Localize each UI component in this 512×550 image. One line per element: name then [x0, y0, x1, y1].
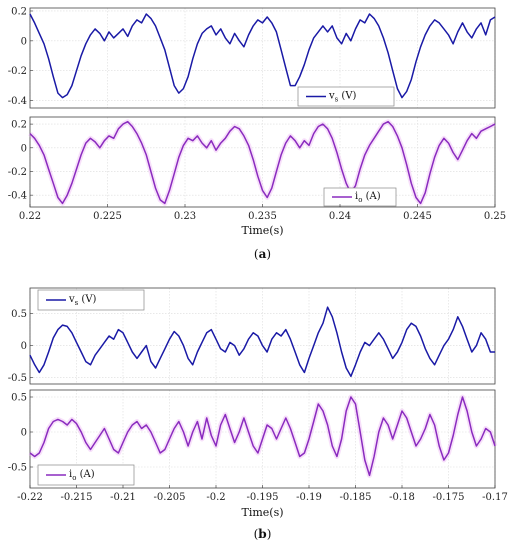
legend: vs (V): [297, 86, 395, 107]
legend: io (A): [37, 464, 135, 486]
legend-main: v: [68, 294, 75, 305]
legend-main: i: [355, 191, 358, 202]
x-tick-label: -0.21: [110, 492, 136, 503]
y-tick-label: 0: [21, 428, 27, 439]
panel-label: (a): [254, 247, 271, 261]
paren-open: (: [254, 247, 259, 261]
x-tick-label: -0.185: [339, 492, 371, 503]
x-tick-label: 0.23: [174, 211, 196, 222]
paren-close: ): [266, 247, 271, 261]
y-tick-label: 0.5: [11, 309, 27, 320]
panel-letter: a: [259, 247, 267, 261]
legend-box: [323, 187, 397, 207]
legend-label: io (A): [355, 191, 381, 204]
series-line-vsv: [29, 306, 495, 378]
y-tick-label: 0.5: [11, 393, 27, 404]
legend: vs (V): [37, 289, 145, 311]
paren-open: (: [254, 527, 259, 541]
legend: io (A): [323, 187, 397, 207]
x-axis-label: Time(s): [241, 224, 283, 237]
x-axis-label: Time(s): [241, 506, 283, 519]
panel-label: (b): [254, 527, 272, 541]
chart-panel-b: -0.5 0 0.5 vs (V) -0.5 0 0.5 io (A) -0.22 -0.215 -…: [8, 287, 508, 541]
legend-main: v: [328, 91, 335, 102]
legend-label: vs (V): [68, 294, 97, 307]
legend-unit: (V): [338, 91, 356, 102]
subplot-b-0: -0.5 0 0.5 vs (V): [8, 287, 496, 385]
legend-unit: (A): [76, 469, 94, 480]
y-tick-label: -0.5: [8, 373, 27, 384]
y-tick-label: 0: [21, 36, 27, 47]
x-tick-label: 0.25: [484, 211, 506, 222]
x-tick-label: -0.215: [60, 492, 92, 503]
chart-panel-a: -0.4 -0.2 0 0.2 vs (V) -0.4 -0.2 0 0.2 io (A) 0.22…: [8, 6, 506, 261]
y-tick-label: 0.2: [11, 6, 27, 17]
legend-sub: s: [75, 299, 79, 307]
subplot-a-1: -0.4 -0.2 0 0.2 io (A): [8, 116, 497, 208]
x-tick-label: -0.18: [389, 492, 415, 503]
series-line-vsv: [29, 13, 496, 99]
legend-unit: (A): [362, 191, 380, 202]
legend-box: [37, 464, 135, 486]
x-tick-label: -0.22: [17, 492, 43, 503]
x-tick-label: -0.195: [246, 492, 278, 503]
y-tick-label: -0.4: [8, 191, 27, 202]
legend-box: [37, 289, 145, 311]
x-tick-label: 0.235: [248, 211, 277, 222]
legend-unit: (V): [78, 294, 96, 305]
series-line-ioa: [29, 120, 496, 205]
x-tick-label: 0.22: [19, 211, 41, 222]
legend-box: [297, 86, 395, 107]
y-tick-label: 0.2: [11, 120, 27, 131]
series-line-ioa: [29, 396, 496, 477]
x-tick-label: -0.2: [206, 492, 225, 503]
x-tick-label: 0.245: [403, 211, 432, 222]
subplot-b-1: -0.5 0 0.5 io (A): [8, 389, 498, 489]
legend-sub: s: [335, 96, 339, 104]
legend-sub: o: [358, 196, 362, 204]
x-tick-label: -0.17: [482, 492, 508, 503]
x-tick-label: -0.19: [296, 492, 322, 503]
legend-main: i: [69, 469, 72, 480]
legend-sub: o: [72, 474, 76, 482]
axes-box: [29, 287, 496, 385]
y-tick-label: -0.5: [8, 463, 27, 474]
x-tick-label: 0.225: [93, 211, 122, 222]
y-tick-label: -0.2: [8, 66, 27, 77]
y-tick-label: -0.2: [8, 167, 27, 178]
y-tick-label: -0.4: [8, 96, 27, 107]
y-tick-label: 0: [21, 341, 27, 352]
x-tick-label: -0.205: [153, 492, 185, 503]
legend-label: io (A): [69, 469, 95, 482]
y-tick-label: 0: [21, 143, 27, 154]
x-tick-label: -0.175: [432, 492, 464, 503]
x-tick-label: 0.24: [329, 211, 351, 222]
axes-box: [29, 7, 496, 109]
paren-close: ): [267, 527, 272, 541]
subplot-a-0: -0.4 -0.2 0 0.2 vs (V): [8, 6, 496, 109]
legend-label: vs (V): [328, 91, 357, 104]
panel-letter: b: [258, 527, 266, 541]
